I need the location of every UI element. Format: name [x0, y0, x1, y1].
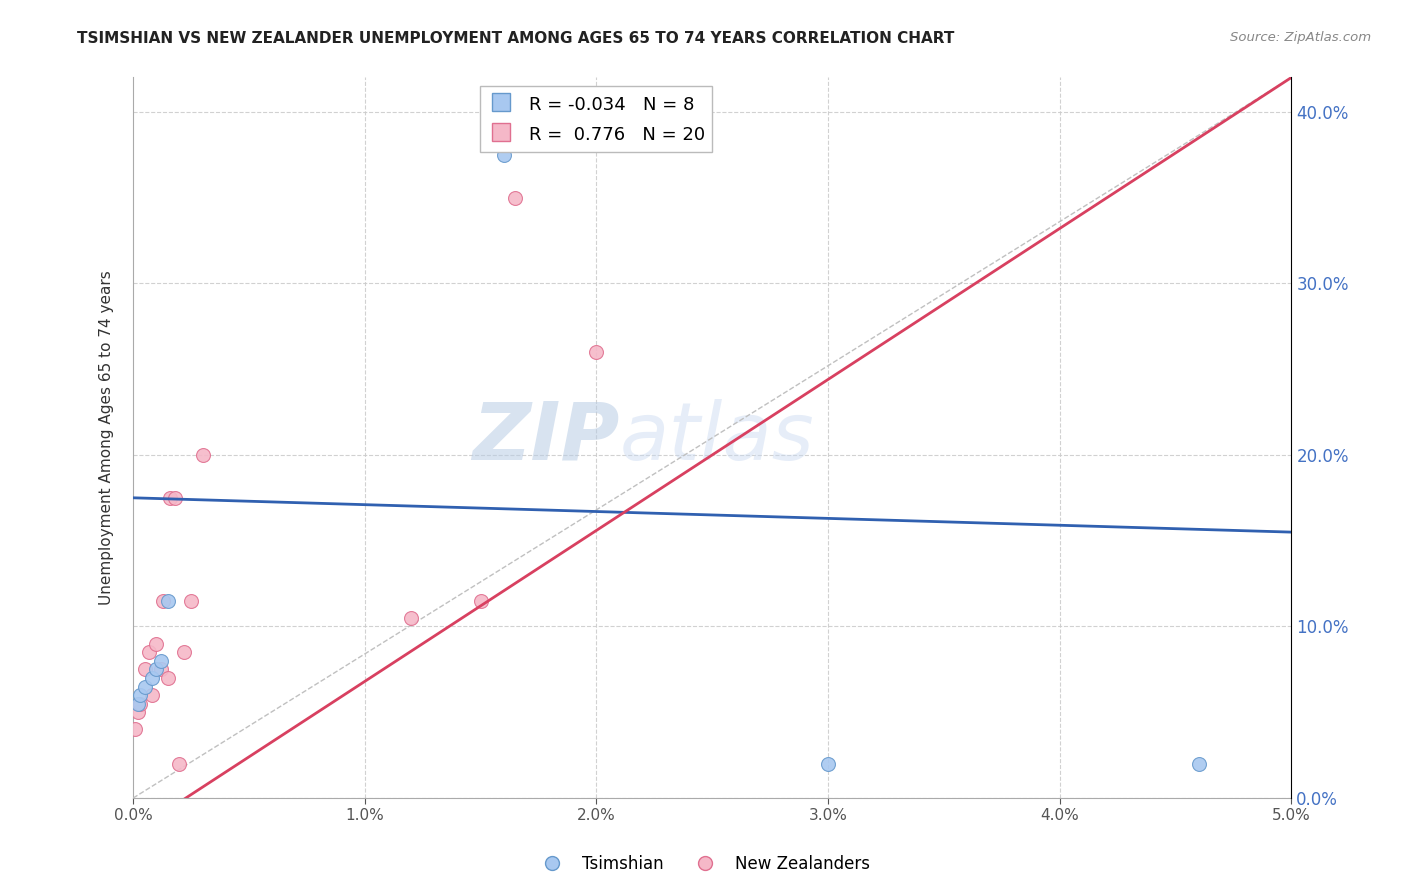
Point: [141, 688, 163, 702]
Text: Source: ZipAtlas.com: Source: ZipAtlas.com: [1230, 31, 1371, 45]
Point: [191, 448, 214, 462]
Point: [127, 697, 149, 711]
Text: ZIP: ZIP: [472, 399, 620, 476]
Point: [505, 190, 527, 204]
Point: [492, 147, 515, 161]
Point: [127, 706, 149, 720]
Legend: R = -0.034   N = 8, R =  0.776   N = 20: R = -0.034 N = 8, R = 0.776 N = 20: [481, 87, 713, 152]
Point: [159, 491, 181, 505]
Legend: Tsimshian, New Zealanders: Tsimshian, New Zealanders: [529, 848, 877, 880]
Point: [124, 723, 146, 737]
Text: TSIMSHIAN VS NEW ZEALANDER UNEMPLOYMENT AMONG AGES 65 TO 74 YEARS CORRELATION CH: TSIMSHIAN VS NEW ZEALANDER UNEMPLOYMENT …: [77, 31, 955, 46]
Point: [817, 756, 839, 771]
Point: [145, 637, 167, 651]
Point: [129, 697, 152, 711]
Y-axis label: Unemployment Among Ages 65 to 74 years: Unemployment Among Ages 65 to 74 years: [100, 270, 114, 605]
Point: [149, 662, 172, 676]
Point: [141, 671, 163, 685]
Point: [585, 345, 607, 359]
Point: [169, 756, 191, 771]
Point: [156, 593, 179, 607]
Point: [180, 593, 202, 607]
Point: [399, 611, 422, 625]
Point: [129, 688, 152, 702]
Point: [138, 645, 160, 659]
Point: [163, 491, 186, 505]
Point: [1188, 756, 1211, 771]
Point: [145, 662, 167, 676]
Point: [152, 593, 174, 607]
Text: atlas: atlas: [620, 399, 814, 476]
Point: [156, 671, 179, 685]
Point: [173, 645, 195, 659]
Point: [149, 654, 172, 668]
Point: [134, 680, 156, 694]
Point: [134, 662, 156, 676]
Point: [470, 593, 492, 607]
